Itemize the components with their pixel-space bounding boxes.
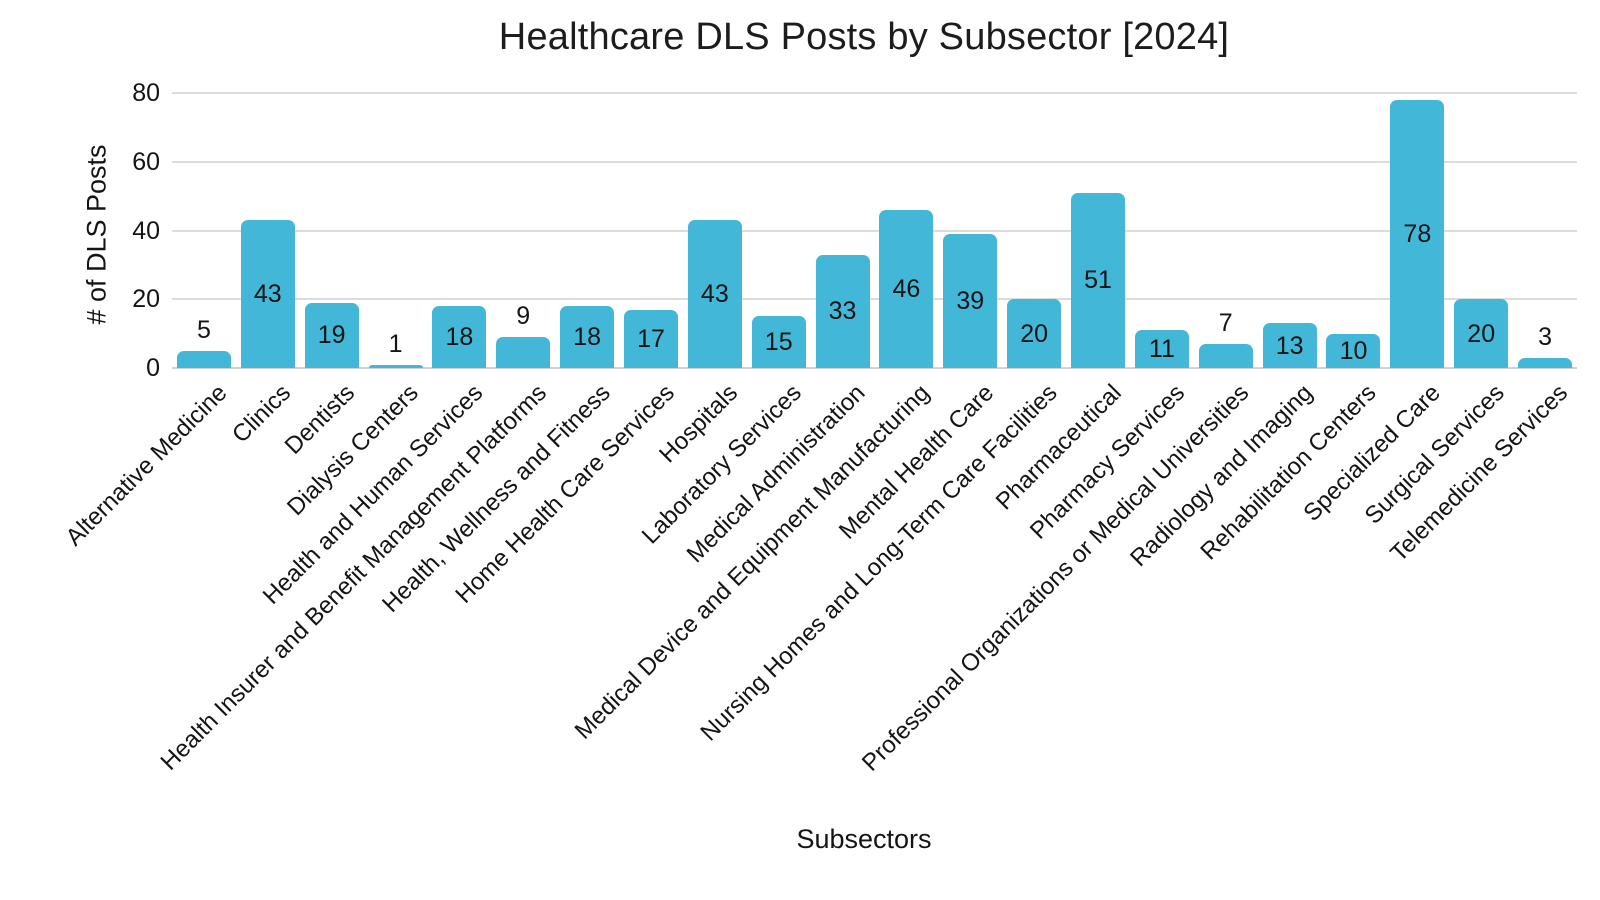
bar-value-label: 46 bbox=[892, 274, 921, 303]
bar bbox=[623, 309, 678, 368]
bar-value-label: 15 bbox=[764, 328, 793, 357]
bar-value-label: 39 bbox=[956, 286, 985, 315]
chart-title: Healthcare DLS Posts by Subsector [2024] bbox=[498, 16, 1230, 58]
bar-value-label: 43 bbox=[253, 280, 282, 309]
bar bbox=[687, 220, 742, 368]
gridline bbox=[172, 229, 1577, 232]
bar-value-label: 3 bbox=[1538, 322, 1553, 351]
bar bbox=[1390, 99, 1445, 368]
bar-value-label: 1 bbox=[388, 329, 403, 358]
bar bbox=[496, 337, 551, 368]
y-tick-label: 40 bbox=[132, 216, 160, 245]
bar bbox=[432, 306, 487, 368]
bar bbox=[304, 302, 359, 368]
bar-value-label: 11 bbox=[1148, 335, 1175, 364]
gridline bbox=[172, 92, 1577, 94]
y-tick-label: 20 bbox=[132, 285, 160, 314]
bar bbox=[1071, 192, 1126, 368]
bar-value-label: 5 bbox=[196, 315, 211, 344]
bar bbox=[879, 209, 934, 368]
bar bbox=[1326, 333, 1381, 368]
bar-value-label: 43 bbox=[700, 280, 729, 309]
bar bbox=[368, 364, 423, 368]
bar bbox=[815, 254, 870, 368]
y-tick-label: 0 bbox=[146, 354, 160, 382]
bar bbox=[1198, 343, 1253, 368]
bar bbox=[751, 316, 806, 368]
x-axis-baseline bbox=[172, 367, 1577, 369]
y-tick-label: 60 bbox=[132, 147, 160, 176]
bar bbox=[560, 306, 615, 368]
bar bbox=[1518, 357, 1573, 368]
y-tick-label: 80 bbox=[132, 79, 160, 107]
bar-value-label: 78 bbox=[1403, 219, 1432, 248]
plot-area bbox=[172, 92, 1577, 369]
bar bbox=[176, 350, 231, 368]
bar-value-label: 33 bbox=[828, 297, 857, 326]
bar bbox=[1262, 323, 1317, 368]
bar-value-label: 17 bbox=[637, 324, 665, 353]
bar-value-label: 10 bbox=[1339, 336, 1368, 365]
bar bbox=[1454, 299, 1509, 368]
x-axis-label: Subsectors bbox=[796, 824, 932, 854]
x-category-label: Alternative Medicine bbox=[60, 379, 233, 552]
bar bbox=[1134, 330, 1189, 368]
gridline bbox=[172, 298, 1577, 301]
bar bbox=[240, 220, 295, 368]
bar bbox=[943, 233, 998, 368]
bar-value-label: 13 bbox=[1275, 331, 1304, 360]
bar-value-label: 51 bbox=[1084, 266, 1112, 295]
gridline bbox=[172, 160, 1577, 163]
bar-value-label: 18 bbox=[573, 323, 602, 352]
bar-value-label: 19 bbox=[317, 321, 346, 350]
bar-value-label: 20 bbox=[1020, 319, 1049, 348]
bar-value-label: 18 bbox=[445, 323, 474, 352]
bar-value-label: 20 bbox=[1467, 319, 1496, 348]
bar bbox=[1007, 299, 1062, 368]
bar-value-label: 7 bbox=[1218, 308, 1233, 337]
bar-value-label: 9 bbox=[516, 302, 531, 331]
